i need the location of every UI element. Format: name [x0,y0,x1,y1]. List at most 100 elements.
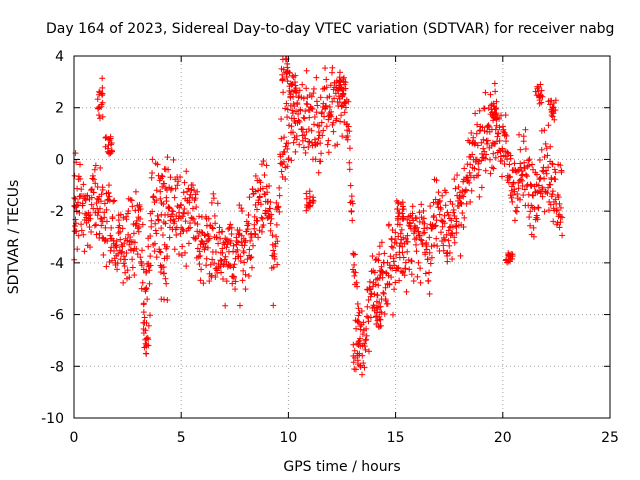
data-point [147,262,154,269]
data-point [523,171,530,178]
data-point [317,94,324,101]
data-point [297,106,304,113]
data-point [300,114,307,121]
data-point [91,166,98,173]
data-point [349,217,356,224]
data-point [159,173,166,180]
data-point [453,218,460,225]
data-point [431,212,438,219]
data-point [424,224,431,231]
data-point [535,182,542,189]
data-point [520,192,527,199]
data-point [108,141,115,148]
data-point [111,197,118,204]
data-point [506,174,513,181]
data-point [392,229,399,236]
data-point [313,109,320,116]
data-point [105,189,112,196]
data-point [74,185,81,192]
data-point [140,319,147,326]
data-point [175,250,182,257]
data-point [426,249,433,256]
data-point [165,203,172,210]
grid-lines [74,56,610,418]
data-point [89,172,96,179]
data-point [158,264,165,271]
data-point [268,215,275,222]
data-point [517,196,524,203]
data-point [161,180,168,187]
data-point [296,118,303,125]
data-point [351,272,358,279]
data-point [368,290,375,297]
data-point [187,191,194,198]
data-point [108,224,115,231]
data-point [508,194,515,201]
data-point [80,231,87,238]
data-point [460,224,467,231]
data-point [468,130,475,137]
data-point [475,166,482,173]
data-point [475,172,482,179]
data-point [193,204,200,211]
chart-title: Day 164 of 2023, Sidereal Day-to-day VTE… [46,21,614,37]
data-point [317,158,324,165]
data-point [320,127,327,134]
data-point [217,235,224,242]
data-point [283,100,290,107]
data-point [105,182,112,189]
data-point [153,187,160,194]
data-point [520,133,527,140]
data-point [153,230,160,237]
data-point [439,223,446,230]
data-point [203,255,210,262]
data-point [441,220,448,227]
data-point [545,164,552,171]
data-point [434,243,441,250]
data-point [158,296,165,303]
data-point [321,113,328,120]
data-point [251,231,258,238]
data-point [158,225,165,232]
data-point [467,172,474,179]
data-point [98,222,105,229]
data-point [185,240,192,247]
data-point [314,140,321,147]
data-point [290,129,297,136]
data-point [124,267,131,274]
data-point [316,123,323,130]
data-point [162,220,169,227]
data-point [379,268,386,275]
data-point [97,164,104,171]
data-point [257,179,264,186]
data-point [73,228,80,235]
data-point [245,273,252,280]
data-point [92,162,99,169]
data-point [367,286,374,293]
data-point [388,274,395,281]
data-point [172,185,179,192]
data-point [318,150,325,157]
data-point [161,270,168,277]
data-point [117,211,124,218]
data-point [459,209,466,216]
data-point [525,191,532,198]
data-point [521,159,528,166]
data-point [235,230,242,237]
data-point [386,281,393,288]
data-point [549,191,556,198]
data-point [101,214,108,221]
data-point [415,259,422,266]
data-point [164,211,171,218]
data-point [344,133,351,140]
data-point [436,211,443,218]
data-point [135,223,142,230]
data-point [381,250,388,257]
data-point [97,198,104,205]
data-point [533,171,540,178]
data-point [178,201,185,208]
data-point [177,202,184,209]
data-point [313,74,320,81]
data-point [382,284,389,291]
data-point [412,241,419,248]
